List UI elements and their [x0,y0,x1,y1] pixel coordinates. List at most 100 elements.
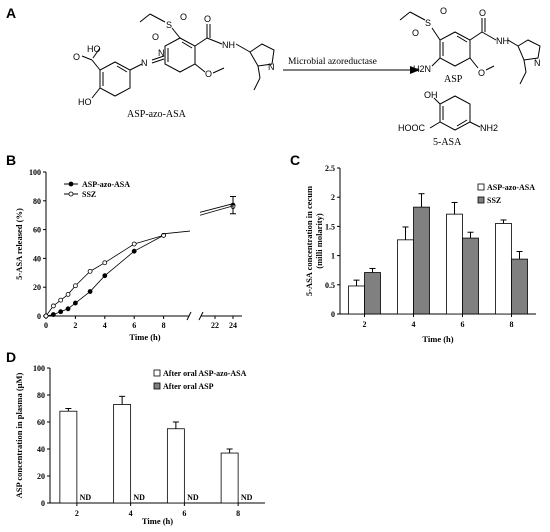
b-data-point [50,312,56,317]
b-data-point [131,241,137,247]
c-x-tick-label: 6 [461,320,465,329]
b-x-tick-label: 22 [211,321,219,330]
structure-asp: S O O O NH O H2N N ASP [399,6,541,85]
d-legend-swatch [153,369,161,377]
b-axis-break-1 [186,311,192,321]
d-legend-label: After oral ASP-azo-ASA [163,369,247,378]
atom-o-methoxy: O [205,69,212,79]
b-continuation-left [161,230,191,235]
asp-atom-o-amide: O [479,8,486,18]
b-data-point [65,306,71,312]
b-y-tick-label: 60 [33,226,41,235]
atom-n2: N [158,48,165,58]
b-y-axis-label: 5-ASA released (%) [14,208,24,280]
c-y-tick-label: 0 [331,310,335,319]
d-nd-label: ND [80,493,92,502]
d-y-tick-label: 60 [37,418,45,427]
atom-o-amide: O [204,14,211,24]
b-legend-marker [68,181,74,187]
b-x-tick-label: 8 [162,321,166,330]
asa-atom-oh: OH [424,90,438,100]
b-data-point [102,260,108,266]
b-data-point [50,303,56,309]
arrow-head [410,66,420,74]
product-asp-label: ASP [444,74,463,85]
b-data-point [58,309,64,315]
d-bar [166,428,185,504]
b-x-tick-label: 24 [229,321,237,330]
b-legend-label: SSZ [82,190,96,199]
b-y-tick-label: 20 [33,283,41,292]
b-data-point [87,268,93,274]
d-bar [220,452,239,504]
asp-atom-o-1: O [412,28,419,38]
b-continuation-right-2 [199,203,234,213]
b-y-tick-label: 0 [37,312,41,321]
c-legend-label: ASP-azo-ASA [487,183,535,192]
b-data-point [65,291,71,297]
c-legend-label: SSZ [487,196,501,205]
d-x-tick-label: 2 [75,509,79,518]
b-x-tick-label: 4 [103,321,107,330]
b-data-point [87,289,93,294]
c-y-tick-label: 2 [331,193,335,202]
atom-o-sulfonyl-2: O [180,12,187,22]
b-x-tick-label: 0 [44,321,48,330]
c-bar [462,237,479,315]
atom-ho-top: HO [87,44,101,54]
c-bar [397,239,414,315]
panel-label-c: C [290,152,300,168]
b-axis-break-2 [198,311,204,321]
atom-s: S [166,20,172,30]
atom-n-ring: N [268,62,275,72]
c-bar [511,258,528,315]
c-bar [348,285,365,315]
product-5-asa-label: 5-ASA [433,137,462,148]
c-bar [495,223,512,315]
b-x-tick-label: 6 [132,321,136,330]
asp-atom-o-methoxy: O [478,68,485,78]
panel-label-a: A [6,5,16,21]
d-y-tick-label: 80 [37,391,45,400]
d-nd-label: ND [187,493,199,502]
structure-5-asa: OH HOOC NH2 5-ASA [398,90,498,148]
reactant-label: ASP-azo-ASA [127,109,187,120]
asa-atom-hooc: HOOC [398,123,426,133]
c-y-tick-label: 1 [331,252,335,261]
c-bar [364,272,381,315]
b-data-point [43,313,49,319]
c-x-axis-label: Time (h) [422,334,453,344]
chart-c: 0 0.5 1 1.5 2 2.5 2 4 6 8 ASP-azo-ASA SSZ Time (h) 5-… [304,164,536,344]
b-legend-label: ASP-azo-ASA [82,180,130,189]
atom-ho-phenol: HO [78,97,92,107]
b-data-point [73,300,78,306]
c-y-axis-label: 5-ASA concentration in cecum [304,186,314,296]
d-bar [59,410,78,504]
structure-asp-azo-asa: HO O HO N N S O O O NH O N ASP-azo-ASA [73,12,275,120]
b-continuation-right [199,205,234,216]
d-y-tick-label: 20 [37,472,45,481]
c-y-tick-label: 2.5 [325,164,335,173]
d-nd-label: ND [133,493,145,502]
d-x-tick-label: 6 [182,509,186,518]
panel-label-b: B [6,152,16,168]
b-y-tick-label: 40 [33,254,41,263]
b-x-tick-label: 2 [73,321,77,330]
d-x-axis-label: Time (h) [142,516,173,526]
b-y-tick-label: 100 [29,168,41,177]
c-legend-swatch [477,196,485,204]
c-y-axis-label-2: (milli molarity) [314,213,324,269]
d-legend-swatch [153,382,161,390]
c-x-tick-label: 4 [412,320,416,329]
b-x-axis-label: Time (h) [129,332,160,342]
d-x-tick-label: 8 [236,509,240,518]
atom-nh: NH [222,40,235,50]
d-y-axis-label: ASP concentration in plasma (μM) [14,372,24,498]
b-legend-marker [68,191,74,197]
d-y-tick-label: 0 [41,499,45,508]
reaction-scheme: HO O HO N N S O O O NH O N ASP-azo-ASA M… [73,6,541,148]
panel-label-d: D [6,349,16,365]
